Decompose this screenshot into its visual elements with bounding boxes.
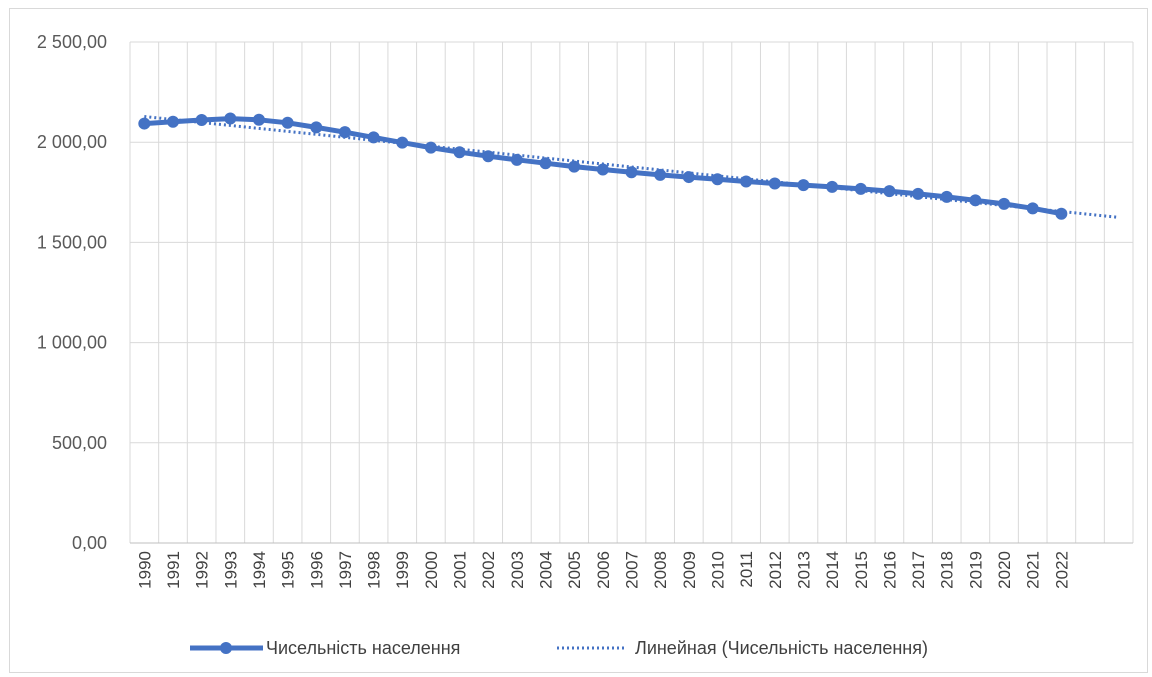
x-tick-label: 1996 [307, 551, 326, 589]
data-point [338, 126, 351, 139]
data-point [596, 163, 609, 176]
data-point [453, 146, 466, 159]
data-point [912, 187, 925, 200]
data-point [510, 153, 523, 166]
y-tick-label: 2 000,00 [37, 132, 107, 152]
data-point [1026, 202, 1039, 215]
x-tick-label: 1991 [164, 551, 183, 589]
x-tick-label: 2009 [680, 551, 699, 589]
x-tick-label: 2016 [880, 551, 899, 589]
x-tick-label: 1997 [336, 551, 355, 589]
y-tick-label: 500,00 [52, 433, 107, 453]
data-point [740, 175, 753, 188]
x-tick-label: 1992 [193, 551, 212, 589]
y-tick-label: 2 500,00 [37, 32, 107, 52]
x-tick-label: 2007 [623, 551, 642, 589]
x-tick-label: 1990 [135, 551, 154, 589]
legend: Чисельність населення Линейная (Чисельні… [190, 638, 928, 658]
data-point [998, 197, 1011, 210]
data-point [396, 136, 409, 149]
trendline-path [144, 115, 1119, 219]
x-tick-label: 2006 [594, 551, 613, 589]
x-tick-label: 2019 [966, 551, 985, 589]
chart-grid [129, 41, 1134, 544]
data-point [654, 168, 667, 181]
x-tick-label: 2021 [1024, 551, 1043, 589]
x-tick-label: 2001 [451, 551, 470, 589]
y-tick-label: 0,00 [72, 533, 107, 553]
data-point [568, 160, 581, 173]
data-point [195, 113, 208, 126]
x-tick-label: 2014 [823, 551, 842, 589]
data-point [138, 117, 151, 130]
x-tick-label: 2017 [909, 551, 928, 589]
data-point [969, 194, 982, 207]
data-point [826, 180, 839, 193]
x-tick-label: 2011 [737, 551, 756, 588]
data-point [482, 150, 495, 163]
data-point [1055, 207, 1068, 220]
x-tick-label: 1999 [393, 551, 412, 589]
data-point [367, 131, 380, 144]
x-tick-label: 2003 [508, 551, 527, 589]
x-tick-label: 2010 [708, 551, 727, 589]
y-axis-tick-labels: 0,00 500,00 1 000,00 1 500,00 2 000,00 2 500,… [37, 32, 107, 553]
data-point [252, 113, 265, 126]
legend-trendline-label: Линейная (Чисельність населення) [635, 638, 928, 658]
data-point [625, 166, 638, 179]
x-tick-label: 2020 [995, 551, 1014, 589]
x-tick-label: 1994 [250, 551, 269, 589]
data-point [682, 171, 695, 184]
x-tick-label: 2013 [794, 551, 813, 589]
x-tick-label: 2012 [766, 551, 785, 589]
y-tick-label: 1 500,00 [37, 232, 107, 252]
series-layer [138, 112, 1068, 220]
legend-series-label: Чисельність населення [266, 638, 460, 658]
data-point [940, 190, 953, 203]
data-point [224, 112, 237, 125]
data-point [281, 116, 294, 129]
x-tick-label: 2005 [565, 551, 584, 589]
x-tick-label: 2015 [852, 551, 871, 589]
trendline [144, 115, 1119, 219]
y-tick-label: 1 000,00 [37, 333, 107, 353]
data-point [424, 141, 437, 154]
data-point [797, 179, 810, 192]
x-tick-label: 2004 [537, 551, 556, 589]
legend-series-swatch-marker [220, 642, 232, 654]
data-point [854, 182, 867, 195]
x-tick-label: 1993 [221, 551, 240, 589]
data-point [883, 185, 896, 198]
data-point [539, 157, 552, 170]
data-point [768, 177, 781, 190]
x-tick-label: 2022 [1052, 551, 1071, 589]
x-tick-label: 1998 [365, 551, 384, 589]
x-tick-label: 2000 [422, 551, 441, 589]
data-point [166, 115, 179, 128]
data-point [310, 121, 323, 134]
x-tick-label: 2002 [479, 551, 498, 589]
x-tick-label: 1995 [279, 551, 298, 589]
x-tick-label: 2008 [651, 551, 670, 589]
x-tick-label: 2018 [938, 551, 957, 589]
data-point [711, 173, 724, 186]
x-axis-tick-labels: 1990 1991 1992 1993 1994 1995 1996 1997 1998 1999… [135, 551, 1071, 589]
